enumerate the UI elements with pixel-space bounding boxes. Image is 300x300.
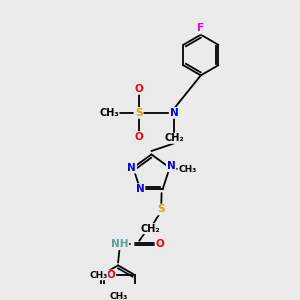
Text: N: N [136, 184, 145, 194]
Text: N: N [128, 163, 136, 173]
Text: CH₂: CH₂ [141, 224, 160, 234]
Text: CH₂: CH₂ [164, 133, 184, 143]
Text: NH: NH [111, 239, 128, 249]
Text: CH₃: CH₃ [89, 271, 108, 280]
Text: CH₃: CH₃ [178, 165, 196, 174]
Text: O: O [134, 132, 143, 142]
Text: O: O [155, 239, 164, 249]
Text: CH₃: CH₃ [99, 108, 119, 118]
Text: CH₃: CH₃ [110, 292, 128, 300]
Text: F: F [197, 23, 204, 34]
Text: S: S [135, 108, 142, 118]
Text: S: S [158, 205, 165, 214]
Text: O: O [134, 84, 143, 94]
Text: N: N [169, 108, 178, 118]
Text: N: N [167, 161, 176, 171]
Text: O: O [107, 270, 116, 280]
